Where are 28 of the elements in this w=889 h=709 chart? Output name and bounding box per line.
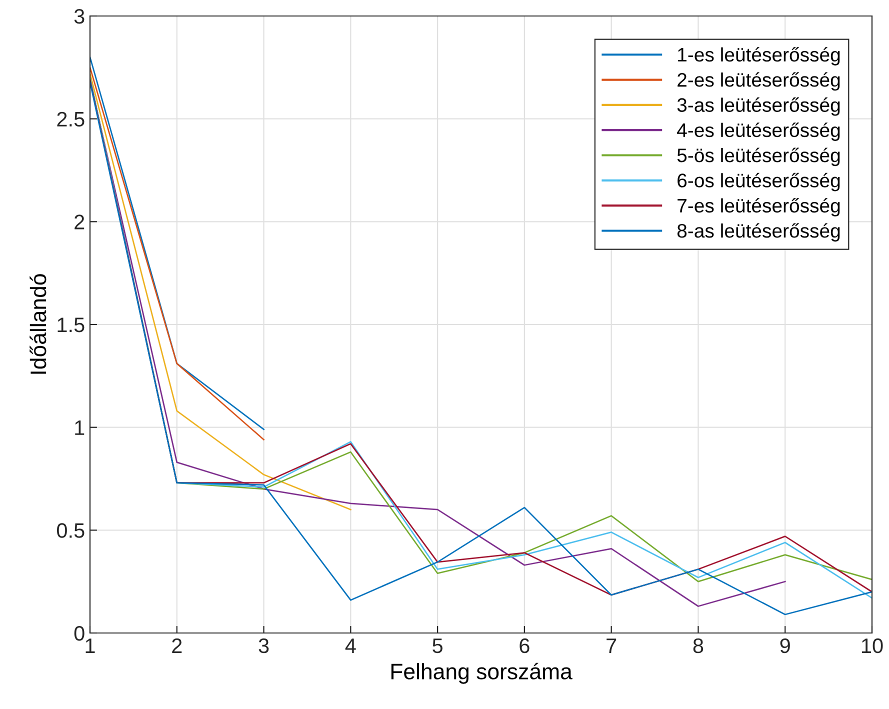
y-tick-label: 2 — [74, 214, 84, 230]
legend-label: 1-es leütéserősség — [678, 47, 840, 66]
legend-label: 6-os leütéserősség — [678, 172, 840, 192]
line-series — [90, 72, 352, 510]
x-tick-label: 7 — [606, 638, 616, 653]
legend-label: 2-es leütéserősség — [678, 72, 840, 91]
y-tick-label: 1 — [75, 420, 84, 435]
y-tick-label: 0.5 — [56, 523, 84, 538]
x-axis-title: Felhang sorszáma — [391, 662, 572, 684]
x-tick-label: 10 — [862, 638, 883, 654]
y-tick-label: 0 — [74, 626, 84, 641]
x-tick-label: 4 — [345, 638, 356, 653]
x-tick-label: 1 — [86, 638, 95, 653]
x-tick-label: 9 — [780, 638, 790, 654]
x-tick-label: 3 — [258, 638, 269, 654]
legend-label: 3-as leütéserősség — [677, 97, 840, 116]
x-tick-label: 6 — [520, 638, 530, 654]
y-tick-label: 3 — [74, 9, 84, 24]
y-tick-label: 2.5 — [57, 112, 84, 127]
y-axis-title: Időállandó — [30, 274, 46, 374]
legend-label: 7-es leütéserősség — [678, 198, 840, 216]
y-tick-label: 1.5 — [58, 318, 84, 332]
legend-label: 4-es leütéserősség — [677, 122, 840, 141]
legend-label: 8-as leütéserősség — [677, 223, 840, 242]
legend-label: 5-ös leütéserősség — [677, 148, 840, 166]
x-tick-label: 5 — [432, 638, 442, 654]
x-tick-label: 2 — [172, 638, 182, 653]
x-tick-label: 8 — [693, 638, 704, 654]
